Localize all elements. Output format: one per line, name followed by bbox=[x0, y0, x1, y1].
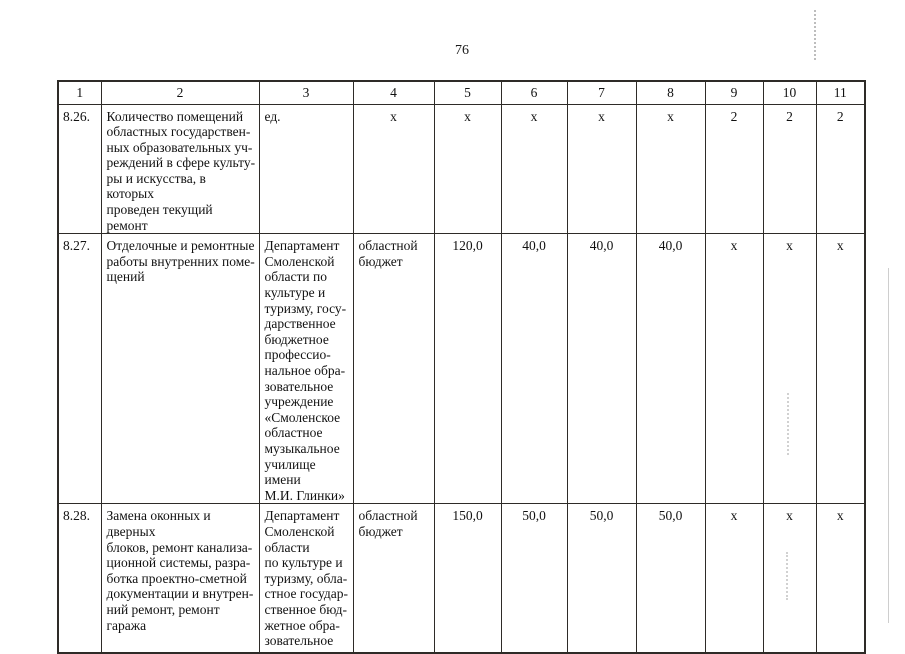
value-cell: 50,0 bbox=[566, 503, 637, 654]
column-header-5: 5 bbox=[433, 80, 502, 105]
value-cell: 40,0 bbox=[635, 233, 706, 505]
column-header-11: 11 bbox=[815, 80, 866, 105]
scan-artifact bbox=[814, 10, 816, 60]
executor-cell: Департамент Смоленской области по культу… bbox=[258, 233, 354, 505]
budget-source-cell: областной бюджет bbox=[352, 233, 435, 505]
value-cell: 40,0 bbox=[500, 233, 568, 505]
table-row-8-26: 8.26. Количество помещений областных гос… bbox=[57, 103, 866, 235]
value-cell: x bbox=[704, 503, 764, 654]
scan-artifact bbox=[786, 552, 788, 600]
scan-artifact bbox=[888, 268, 889, 623]
budget-source-cell: областной бюджет bbox=[352, 503, 435, 654]
column-header-7: 7 bbox=[566, 80, 637, 105]
table-header-row: 1 2 3 4 5 6 7 8 9 10 11 bbox=[57, 80, 866, 105]
value-cell: x bbox=[500, 103, 568, 235]
activity-name-cell: Замена оконных и дверных блоков, ремонт … bbox=[100, 503, 260, 654]
value-cell: 50,0 bbox=[500, 503, 568, 654]
value-cell: x bbox=[433, 103, 502, 235]
table-row-8-27: 8.27. Отделочные и ремонтные работы внут… bbox=[57, 233, 866, 505]
column-header-4: 4 bbox=[352, 80, 435, 105]
value-cell: 2 bbox=[762, 103, 817, 235]
table-row-8-28: 8.28. Замена оконных и дверных блоков, р… bbox=[57, 503, 866, 654]
column-header-3: 3 bbox=[258, 80, 354, 105]
column-header-8: 8 bbox=[635, 80, 706, 105]
value-cell: 150,0 bbox=[433, 503, 502, 654]
program-indicators-table: 1 2 3 4 5 6 7 8 9 10 11 8.26. Количество… bbox=[57, 80, 866, 654]
column-header-9: 9 bbox=[704, 80, 764, 105]
column-header-2: 2 bbox=[100, 80, 260, 105]
scanned-document-page: { "page": { "number": "76" }, "table": {… bbox=[57, 10, 889, 654]
row-number-cell: 8.27. bbox=[57, 233, 102, 505]
value-cell: x bbox=[566, 103, 637, 235]
activity-name-cell: Отделочные и ремонтные работы внутренних… bbox=[100, 233, 260, 505]
value-cell: 120,0 bbox=[433, 233, 502, 505]
value-cell: x bbox=[762, 233, 817, 505]
column-header-1: 1 bbox=[57, 80, 102, 105]
value-cell: x bbox=[635, 103, 706, 235]
page-number: 76 bbox=[455, 43, 469, 58]
column-header-6: 6 bbox=[500, 80, 568, 105]
value-cell: x bbox=[352, 103, 435, 235]
value-cell: 50,0 bbox=[635, 503, 706, 654]
indicator-name-cell: Количество помещений областных государст… bbox=[100, 103, 260, 235]
unit-cell: ед. bbox=[258, 103, 354, 235]
row-number-cell: 8.26. bbox=[57, 103, 102, 235]
value-cell: x bbox=[762, 503, 817, 654]
executor-cell: Департамент Смоленской области по культу… bbox=[258, 503, 354, 654]
scan-artifact bbox=[787, 393, 789, 455]
value-cell: x bbox=[815, 233, 866, 505]
value-cell: 2 bbox=[704, 103, 764, 235]
value-cell: 40,0 bbox=[566, 233, 637, 505]
value-cell: 2 bbox=[815, 103, 866, 235]
row-number-cell: 8.28. bbox=[57, 503, 102, 654]
value-cell: x bbox=[815, 503, 866, 654]
value-cell: x bbox=[704, 233, 764, 505]
column-header-10: 10 bbox=[762, 80, 817, 105]
